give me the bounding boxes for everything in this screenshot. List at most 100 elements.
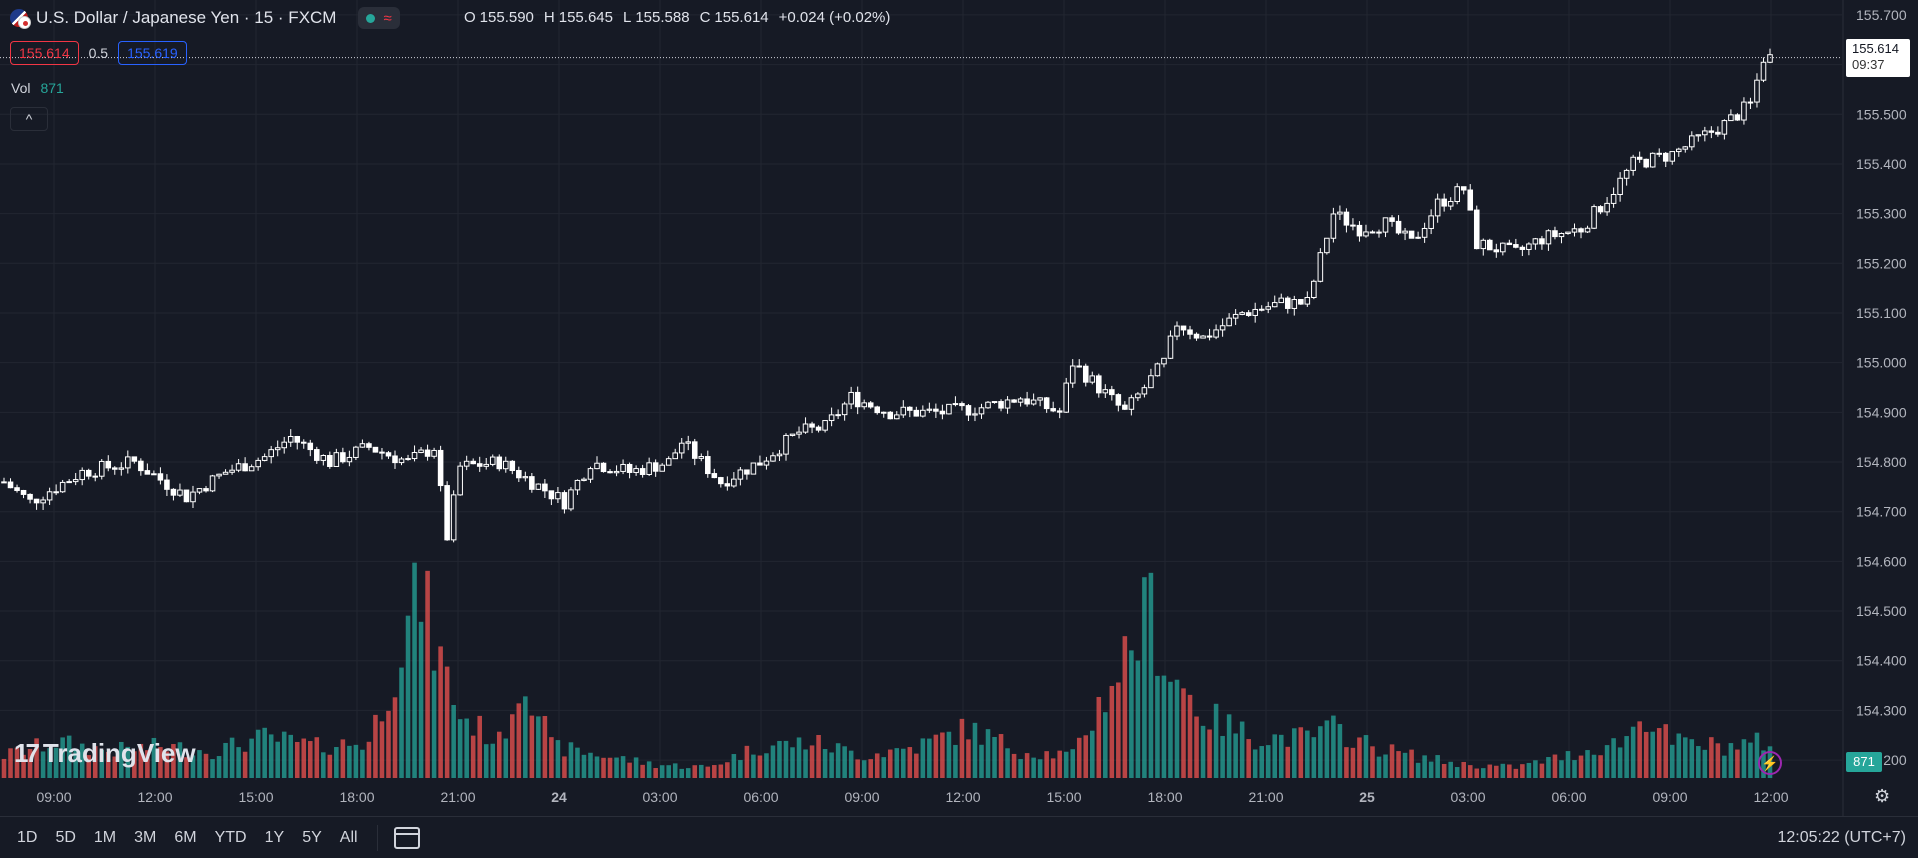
candle-body bbox=[1109, 389, 1115, 396]
volume-bar bbox=[1741, 739, 1747, 778]
candle-body bbox=[1493, 249, 1500, 253]
volume-legend[interactable]: Vol 871 bbox=[11, 80, 64, 96]
range-1y[interactable]: 1Y bbox=[264, 828, 285, 846]
volume-bar bbox=[887, 749, 893, 778]
candle-body bbox=[405, 458, 411, 461]
range-1m[interactable]: 1M bbox=[93, 828, 117, 846]
volume-bar bbox=[809, 745, 815, 778]
candle-body bbox=[874, 406, 881, 414]
candle-body bbox=[457, 465, 463, 496]
time-tick-label: 06:00 bbox=[743, 789, 778, 805]
candle-body bbox=[1174, 325, 1180, 337]
candle-body bbox=[1082, 365, 1089, 383]
candle-body bbox=[646, 462, 652, 475]
volume-bar bbox=[242, 751, 248, 778]
time-axis: 09:00 12:00 15:00 18:00 21:00 24 03:00 06:00 09:… bbox=[36, 789, 1788, 805]
range-ytd[interactable]: YTD bbox=[214, 828, 247, 846]
volume-bar bbox=[1103, 712, 1108, 778]
candle-body bbox=[294, 436, 301, 443]
candle-body bbox=[1656, 152, 1662, 155]
toolbar-divider bbox=[376, 824, 378, 851]
volume-bar bbox=[1715, 743, 1721, 778]
candle-body bbox=[1662, 152, 1669, 162]
volume-bar bbox=[796, 737, 802, 778]
candle-body bbox=[1532, 238, 1539, 245]
candle-body bbox=[1043, 397, 1050, 410]
candle-body bbox=[535, 483, 542, 490]
calendar-goto-icon[interactable] bbox=[393, 826, 420, 849]
collapse-legend-button[interactable]: ^ bbox=[10, 107, 48, 131]
candle-body bbox=[40, 499, 46, 504]
candle-body bbox=[1584, 227, 1591, 233]
candle-body bbox=[1428, 215, 1434, 229]
candle-body bbox=[1024, 398, 1030, 405]
volume-bar bbox=[405, 615, 411, 778]
volume-bar bbox=[1096, 696, 1102, 778]
volume-bar bbox=[431, 670, 437, 778]
time-tick-label: 03:00 bbox=[642, 789, 677, 805]
volume-bar bbox=[1070, 749, 1076, 778]
candle-body bbox=[392, 455, 398, 464]
volume-bar bbox=[1572, 760, 1577, 778]
volume-bar bbox=[1500, 763, 1506, 778]
candle-body bbox=[1669, 151, 1676, 162]
volume-bar bbox=[1611, 738, 1616, 778]
candle-body bbox=[489, 456, 496, 465]
volume-bar bbox=[327, 754, 333, 778]
tradingview-logo[interactable]: 17 TradingView bbox=[14, 738, 196, 769]
volume-bar bbox=[1696, 746, 1701, 778]
bid-button[interactable]: 155.614 bbox=[10, 41, 79, 65]
volume-bar bbox=[1389, 744, 1395, 778]
range-1d[interactable]: 1D bbox=[17, 828, 38, 846]
candle-body bbox=[561, 492, 568, 510]
candle-body bbox=[1037, 397, 1043, 401]
time-tick-label: 03:00 bbox=[1450, 789, 1485, 805]
volume-bar bbox=[171, 744, 176, 778]
volume-bar bbox=[1083, 735, 1089, 778]
symbol-title[interactable]: U.S. Dollar / Japanese Yen · 15 · FXCM bbox=[36, 8, 337, 27]
gear-icon[interactable]: ⚙ bbox=[1874, 786, 1891, 806]
volume-bar bbox=[1422, 755, 1427, 778]
bolt-icon[interactable]: ⚡ bbox=[1758, 751, 1782, 775]
volume-bar bbox=[334, 747, 339, 778]
volume-bar bbox=[1018, 759, 1023, 778]
volume-bar bbox=[581, 754, 587, 778]
range-all[interactable]: All bbox=[339, 828, 358, 846]
candle-body bbox=[880, 411, 887, 414]
volume-bar bbox=[47, 748, 52, 778]
price-tick-label: 154.500 bbox=[1856, 603, 1907, 619]
range-5y[interactable]: 5Y bbox=[302, 828, 322, 846]
volume-bar bbox=[744, 745, 750, 778]
candle-body bbox=[613, 470, 620, 474]
candle-body bbox=[1069, 365, 1076, 384]
clock[interactable]: 12:05:22 (UTC+7) bbox=[1777, 828, 1906, 846]
candle-body bbox=[1252, 308, 1258, 316]
range-3m[interactable]: 3M bbox=[134, 828, 157, 846]
candle-body bbox=[1115, 394, 1122, 406]
ask-button[interactable]: 155.619 bbox=[118, 41, 187, 65]
volume-bar bbox=[1063, 751, 1069, 778]
symbol-header[interactable]: U.S. Dollar / Japanese Yen · 15 · FXCM ≈ bbox=[10, 6, 400, 30]
volume-bar bbox=[920, 738, 926, 778]
volume-bar bbox=[594, 756, 600, 778]
candle-body bbox=[98, 460, 105, 477]
candle-body bbox=[59, 481, 66, 493]
candle-body bbox=[1193, 333, 1200, 339]
volume-bar bbox=[1324, 720, 1330, 778]
candle-body bbox=[1571, 228, 1578, 233]
range-5d[interactable]: 5D bbox=[55, 828, 76, 846]
volume-bar bbox=[848, 750, 854, 778]
candle-body bbox=[340, 452, 346, 463]
candle-body bbox=[972, 413, 978, 416]
candle-body bbox=[125, 456, 131, 469]
range-6m[interactable]: 6M bbox=[174, 828, 197, 846]
time-tick-label: 18:00 bbox=[1147, 789, 1182, 805]
candle-body bbox=[281, 441, 287, 449]
volume-bar bbox=[307, 741, 313, 778]
market-status[interactable]: ≈ bbox=[358, 7, 400, 29]
candle-body bbox=[1167, 335, 1174, 359]
time-tick-label: 18:00 bbox=[339, 789, 374, 805]
candle-body bbox=[542, 483, 548, 492]
volume-bar bbox=[347, 745, 352, 778]
